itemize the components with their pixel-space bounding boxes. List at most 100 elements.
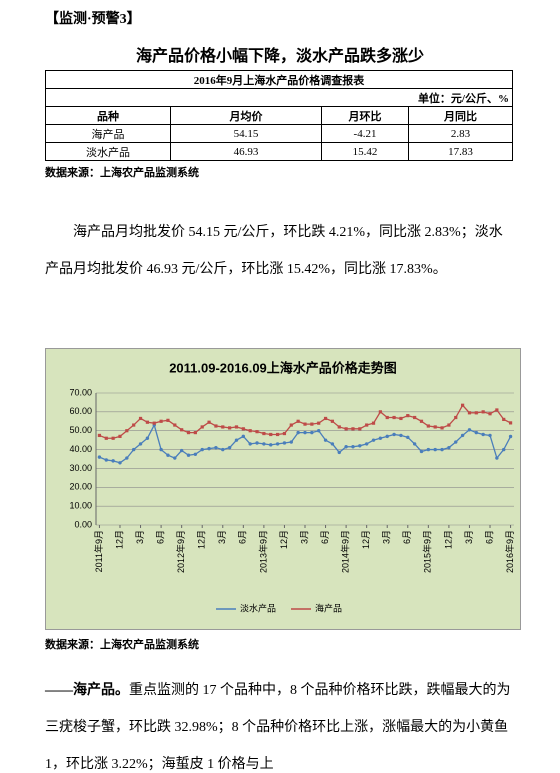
- data-point: [97, 455, 102, 459]
- data-point: [344, 427, 348, 431]
- data-point: [269, 443, 273, 447]
- data-point: [275, 432, 280, 437]
- data-point: [419, 449, 424, 454]
- data-point: [296, 430, 300, 435]
- data-point: [371, 421, 376, 425]
- data-point: [145, 420, 149, 424]
- data-point: [481, 432, 485, 437]
- data-point: [159, 419, 163, 423]
- x-tick-label: 12月: [361, 530, 371, 549]
- cell: 15.42: [321, 142, 409, 161]
- data-point: [330, 419, 335, 423]
- data-point: [159, 447, 163, 452]
- data-point: [262, 431, 266, 436]
- heading: 海产品价格小幅下降，淡水产品跌多涨少: [135, 48, 424, 65]
- data-point: [419, 419, 424, 423]
- data-point: [310, 430, 314, 435]
- data-point: [447, 445, 451, 450]
- data-point: [214, 424, 218, 428]
- x-tick-label: 2013年9月: [257, 530, 268, 573]
- data-point: [385, 434, 389, 439]
- data-point: [495, 456, 499, 460]
- data-point: [228, 426, 232, 430]
- data-point: [173, 456, 177, 460]
- data-point: [125, 456, 129, 460]
- data-point: [426, 447, 431, 452]
- cell: 17.83: [408, 142, 513, 161]
- data-point: [296, 419, 300, 423]
- data-point: [221, 447, 225, 452]
- data-point: [447, 423, 451, 427]
- data-point: [317, 429, 321, 433]
- data-point: [358, 444, 362, 448]
- data-point: [488, 412, 492, 416]
- y-tick-label: 30.00: [69, 463, 92, 473]
- cell: 海产品: [45, 124, 171, 143]
- data-point: [399, 416, 403, 421]
- table-unit: 单位：元/公斤、%: [45, 88, 513, 107]
- data-point: [488, 433, 492, 438]
- y-tick-label: 70.00: [69, 387, 92, 397]
- data-point: [207, 420, 211, 424]
- data-point: [454, 415, 458, 420]
- data-point: [269, 432, 273, 437]
- data-point: [241, 434, 246, 439]
- x-tick-label: 12月: [197, 530, 207, 549]
- data-point: [317, 421, 321, 425]
- data-point: [378, 436, 383, 440]
- data-point: [303, 430, 307, 435]
- data-point: [138, 416, 143, 421]
- data-point: [310, 422, 314, 426]
- x-tick-label: 12月: [443, 530, 453, 549]
- y-tick-label: 10.00: [69, 501, 92, 511]
- paragraph: 海产品月均批发价 54.15 元/公斤，环比跌 4.21%，同比涨 2.83%；…: [45, 225, 503, 277]
- data-point: [289, 423, 293, 427]
- data-point: [406, 414, 410, 418]
- data-point: [193, 452, 198, 456]
- data-point: [365, 423, 369, 427]
- lead: ——海产品。: [45, 683, 129, 698]
- data-point: [323, 438, 328, 442]
- data-point: [282, 441, 287, 445]
- data-point: [97, 433, 102, 438]
- column-header: 月环比: [321, 106, 409, 125]
- x-tick-label: 2015年9月: [422, 530, 433, 573]
- column-header: 月同比: [408, 106, 513, 125]
- source-note: 数据来源：上海农产品监测系统: [45, 167, 199, 179]
- cell: 46.93: [170, 142, 322, 161]
- column-header: 月均价: [170, 106, 322, 125]
- data-point: [460, 433, 465, 438]
- data-point: [180, 428, 184, 432]
- data-point: [399, 433, 403, 438]
- cell: 54.15: [170, 124, 322, 143]
- data-point: [454, 440, 458, 444]
- y-tick-label: 50.00: [69, 425, 92, 435]
- x-tick-label: 3月: [382, 530, 392, 544]
- data-point: [145, 436, 150, 440]
- x-tick-label: 2012年9月: [175, 530, 186, 573]
- table-title: 2016年9月上海水产品价格调查报表: [45, 70, 513, 89]
- x-tick-label: 6月: [402, 530, 412, 544]
- data-point: [118, 461, 122, 465]
- data-point: [248, 429, 252, 433]
- data-point: [186, 431, 191, 435]
- data-point: [207, 446, 211, 451]
- data-point: [200, 425, 204, 429]
- legend-label: 海产品: [315, 602, 342, 613]
- body-text: 重点监测的 17 个品种中，8 个品种价格环比跌，跌幅最大的为三疣梭子蟹，环比跌…: [45, 683, 511, 772]
- data-point: [351, 427, 355, 431]
- data-point: [255, 430, 259, 434]
- data-point: [179, 448, 184, 453]
- data-point: [234, 438, 239, 442]
- data-point: [200, 447, 204, 452]
- chart-title: 2011.09-2016.09上海水产品价格走势图: [169, 360, 397, 375]
- x-tick-label: 6月: [238, 530, 248, 544]
- data-point: [413, 415, 417, 420]
- data-point: [337, 450, 341, 455]
- chart: 2011.09-2016.09上海水产品价格走势图 0.00 10.00 20.00…: [45, 348, 521, 630]
- data-point: [111, 436, 115, 440]
- data-point: [406, 435, 410, 440]
- x-tick-label: 6月: [155, 530, 165, 544]
- x-tick-label: 2011年9月: [93, 530, 104, 572]
